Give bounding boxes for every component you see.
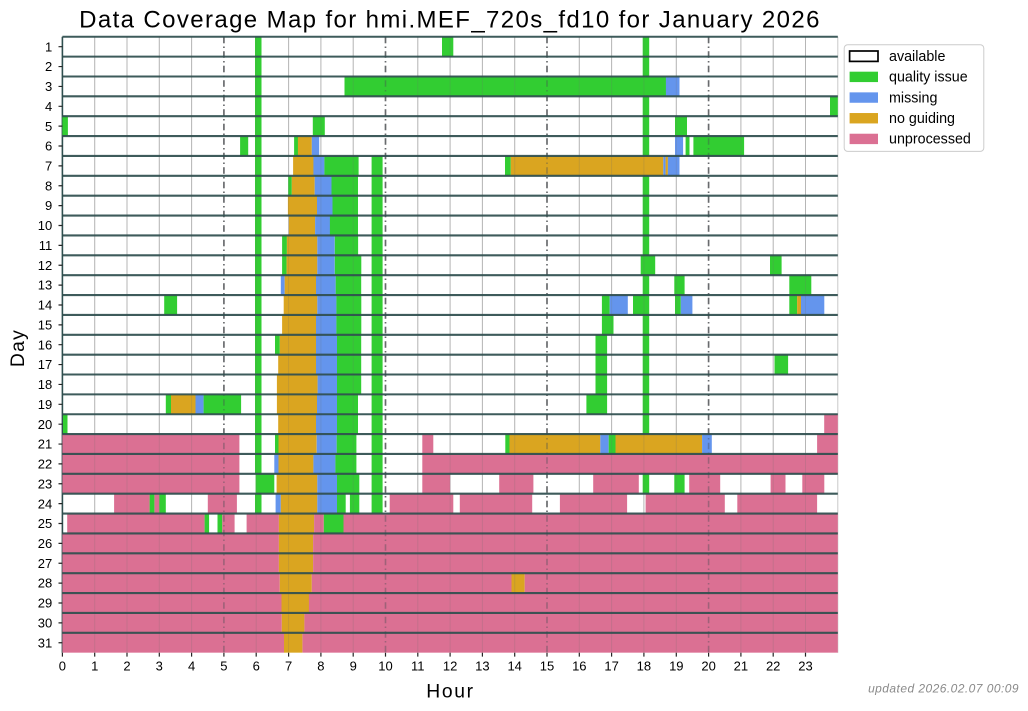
svg-text:11: 11 — [39, 238, 53, 253]
svg-text:23: 23 — [798, 658, 812, 673]
svg-text:20: 20 — [701, 658, 715, 673]
svg-text:3: 3 — [156, 658, 163, 673]
svg-text:9: 9 — [350, 658, 357, 673]
svg-text:6: 6 — [45, 139, 52, 154]
svg-text:27: 27 — [38, 556, 52, 571]
svg-text:21: 21 — [734, 658, 748, 673]
svg-text:13: 13 — [38, 278, 52, 293]
svg-text:21: 21 — [38, 437, 52, 452]
svg-text:3: 3 — [45, 79, 52, 94]
svg-text:5: 5 — [220, 658, 227, 673]
svg-text:31: 31 — [38, 635, 52, 650]
svg-text:Hour: Hour — [426, 682, 475, 703]
svg-text:15: 15 — [38, 317, 52, 332]
svg-text:7: 7 — [45, 158, 52, 173]
svg-text:15: 15 — [540, 658, 554, 673]
svg-text:2: 2 — [45, 59, 52, 74]
svg-text:1: 1 — [45, 39, 52, 54]
svg-text:updated 2026.02.07 00:09: updated 2026.02.07 00:09 — [868, 682, 1019, 696]
svg-text:22: 22 — [38, 457, 52, 472]
svg-text:18: 18 — [38, 377, 52, 392]
svg-text:18: 18 — [637, 658, 651, 673]
svg-text:5: 5 — [45, 119, 52, 134]
svg-text:14: 14 — [507, 658, 521, 673]
svg-text:16: 16 — [572, 658, 586, 673]
svg-text:11: 11 — [411, 658, 425, 673]
svg-text:14: 14 — [38, 298, 52, 313]
svg-text:20: 20 — [38, 417, 52, 432]
svg-text:16: 16 — [38, 337, 52, 352]
svg-text:Day: Day — [8, 329, 29, 367]
svg-text:8: 8 — [317, 658, 324, 673]
svg-text:available: available — [889, 49, 945, 65]
svg-text:28: 28 — [38, 576, 52, 591]
svg-text:24: 24 — [38, 496, 52, 511]
svg-text:26: 26 — [38, 536, 52, 551]
svg-text:12: 12 — [443, 658, 457, 673]
svg-text:17: 17 — [604, 658, 618, 673]
svg-text:19: 19 — [38, 397, 52, 412]
svg-text:25: 25 — [38, 516, 52, 531]
svg-text:13: 13 — [475, 658, 489, 673]
svg-text:7: 7 — [285, 658, 292, 673]
svg-text:0: 0 — [59, 658, 66, 673]
svg-text:4: 4 — [45, 99, 52, 114]
svg-text:22: 22 — [766, 658, 780, 673]
svg-text:6: 6 — [253, 658, 260, 673]
svg-text:12: 12 — [38, 258, 52, 273]
svg-text:1: 1 — [91, 658, 98, 673]
svg-text:2: 2 — [123, 658, 130, 673]
svg-text:9: 9 — [45, 198, 52, 213]
svg-text:19: 19 — [669, 658, 683, 673]
svg-text:Data Coverage Map for hmi.MEF_: Data Coverage Map for hmi.MEF_720s_fd10 … — [79, 7, 821, 34]
svg-text:29: 29 — [38, 596, 52, 611]
svg-text:missing: missing — [889, 90, 938, 106]
svg-text:quality issue: quality issue — [889, 70, 968, 86]
svg-text:10: 10 — [378, 658, 392, 673]
svg-text:unprocessed: unprocessed — [889, 132, 971, 148]
svg-text:17: 17 — [38, 357, 52, 372]
svg-text:10: 10 — [38, 218, 52, 233]
svg-text:4: 4 — [188, 658, 195, 673]
svg-text:8: 8 — [45, 178, 52, 193]
svg-text:30: 30 — [38, 615, 52, 630]
svg-text:no guiding: no guiding — [889, 111, 955, 127]
svg-text:23: 23 — [38, 476, 52, 491]
